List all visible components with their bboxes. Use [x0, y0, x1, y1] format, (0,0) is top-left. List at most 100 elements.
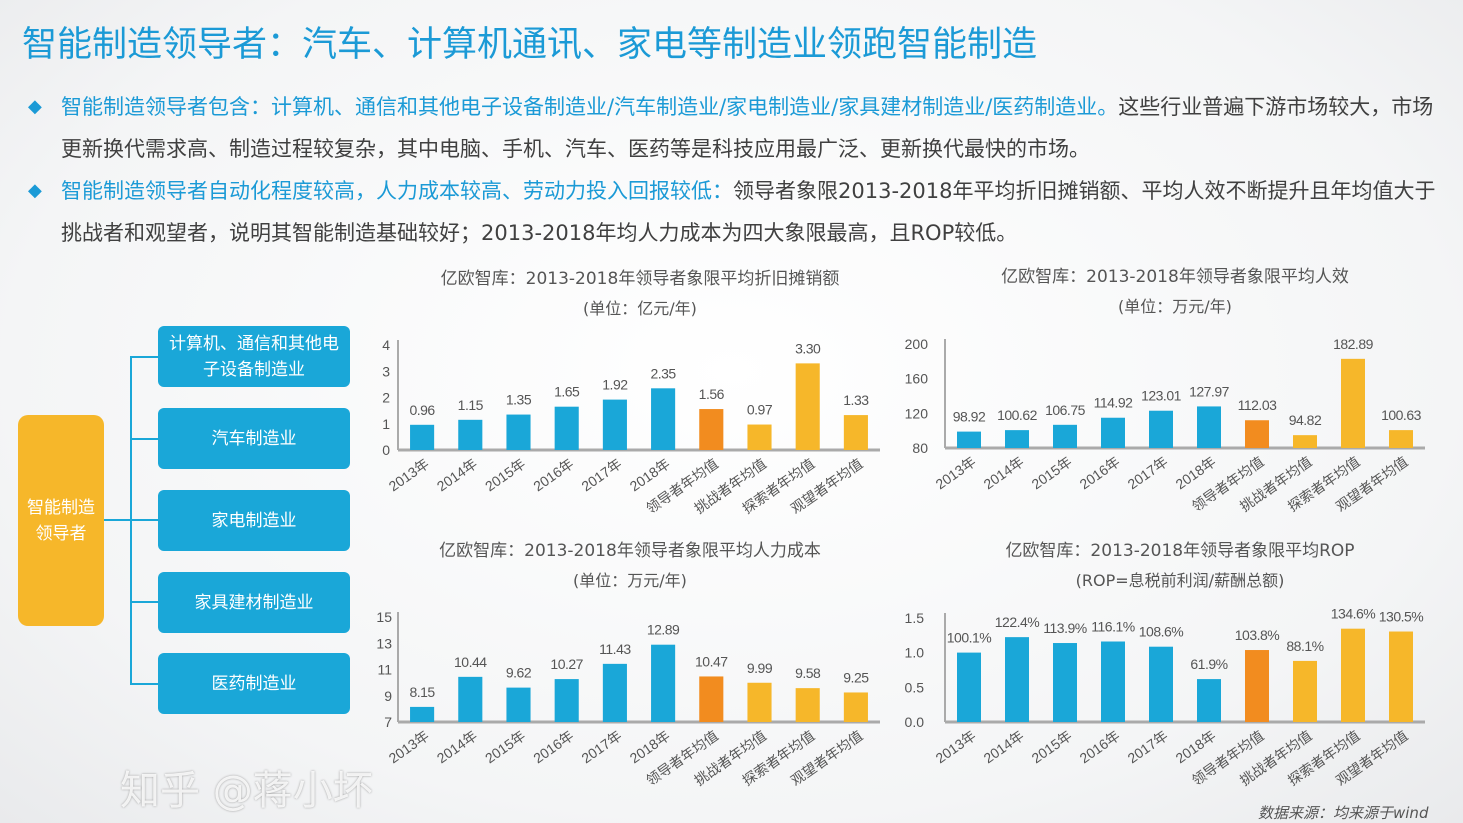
bar	[747, 682, 772, 722]
x-tick-label: 2017年	[1125, 727, 1171, 766]
bar	[410, 424, 435, 450]
chart-subtitle: (单位：万元/年)	[1118, 297, 1232, 316]
bar	[1293, 435, 1317, 448]
bar	[1053, 643, 1077, 722]
x-tick-label: 2017年	[1125, 453, 1171, 492]
chart-subtitle: (单位：亿元/年)	[583, 299, 697, 318]
data-label: 114.92	[1094, 395, 1133, 411]
y-tick-label: 200	[905, 336, 929, 352]
y-tick-label: 1.5	[905, 610, 925, 626]
data-label: 1.65	[554, 384, 580, 400]
data-label: 100.1%	[947, 630, 992, 646]
chart-title: 亿欧智库：2013-2018年领导者象限平均人力成本	[439, 541, 821, 561]
y-tick-label: 0.0	[905, 714, 925, 730]
data-label: 108.6%	[1139, 624, 1184, 640]
data-label: 122.4%	[995, 614, 1040, 630]
data-label: 9.99	[747, 660, 773, 676]
x-tick-label: 2014年	[981, 453, 1027, 492]
tree-node-label: 家电制造业	[211, 510, 297, 531]
tree-root: 智能制造领导者	[18, 415, 104, 626]
y-tick-label: 160	[905, 371, 929, 387]
data-label: 88.1%	[1286, 638, 1323, 654]
data-source: 数据来源：均来源于wind	[1258, 804, 1429, 822]
data-label: 3.30	[795, 340, 821, 356]
y-tick-label: 1.0	[905, 645, 925, 661]
chart-efficiency: 80 120 160 200 98.92 2013年 100.62 2014年 106.75 20…	[905, 336, 1425, 515]
bullet-highlight: 智能制造领导者自动化程度较高，人力成本较高、劳动力投入回报较低：	[61, 179, 733, 203]
bar	[843, 692, 868, 722]
connector	[104, 519, 131, 521]
data-label: 10.27	[550, 656, 583, 672]
data-label: 1.56	[699, 386, 725, 402]
x-tick-label: 2015年	[482, 455, 528, 494]
bar	[506, 687, 531, 722]
bar	[506, 414, 531, 450]
bar	[554, 406, 579, 450]
bar	[795, 688, 820, 722]
x-tick-label: 2016年	[1077, 727, 1123, 766]
chart-title: 亿欧智库：2013-2018年领导者象限平均ROP	[1005, 541, 1355, 561]
y-tick-label: 2	[382, 390, 390, 406]
data-label: 100.62	[997, 407, 1038, 423]
bar	[747, 424, 772, 450]
connector	[130, 356, 158, 358]
data-label: 94.82	[1289, 412, 1322, 428]
data-label: 0.97	[747, 402, 773, 418]
chart-rop: 0.0 0.5 1.0 1.5 100.1% 2013年 122.4% 2014年 113.9%…	[905, 606, 1425, 789]
y-tick-label: 1	[382, 416, 390, 432]
bar	[699, 409, 724, 450]
bar	[651, 388, 676, 450]
x-tick-label: 2015年	[1029, 453, 1075, 492]
bar	[1053, 424, 1077, 448]
bar	[1149, 410, 1173, 448]
tree-root-label: 智能制造领导者	[27, 497, 95, 544]
bullet-highlight: 智能制造领导者包含：计算机、通信和其他电子设备制造业/汽车制造业/家电制造业/家…	[61, 95, 1119, 119]
bar	[795, 363, 820, 450]
data-label: 12.89	[647, 622, 680, 638]
bar	[1197, 679, 1221, 722]
bullet-1: ◆ 智能制造领导者包含：计算机、通信和其他电子设备制造业/汽车制造业/家电制造业…	[28, 86, 1448, 170]
data-label: 0.96	[409, 402, 435, 418]
y-tick-label: 120	[905, 405, 929, 421]
x-tick-label: 2016年	[530, 455, 576, 494]
y-tick-label: 0.5	[905, 679, 925, 695]
bar	[843, 415, 868, 450]
x-tick-label: 2014年	[434, 455, 480, 494]
connector	[130, 438, 158, 440]
tree-node-label: 计算机、通信和其他电子设备制造业	[169, 333, 339, 380]
bar	[651, 644, 676, 722]
chart-labor-cost: 7 9 11 13 15 8.15 2013年 10.44 2014年 9.62 2015年 10.2…	[376, 609, 880, 789]
x-tick-label: 2017年	[578, 455, 624, 494]
diamond-bullet-icon: ◆	[28, 96, 42, 117]
connector	[130, 601, 158, 603]
bullet-text: 领导者象限2013-2018年平均折旧摊销额、平均人效不断提升且年均值大于挑战者…	[61, 179, 1436, 245]
data-label: 182.89	[1333, 336, 1374, 352]
x-tick-label: 2013年	[386, 727, 432, 766]
y-tick-label: 4	[382, 337, 390, 353]
bar	[699, 676, 724, 722]
tree-node: 计算机、通信和其他电子设备制造业	[158, 326, 350, 387]
data-label: 1.15	[458, 397, 484, 413]
bullet-2: ◆ 智能制造领导者自动化程度较高，人力成本较高、劳动力投入回报较低：领导者象限2…	[28, 170, 1448, 254]
connector	[130, 519, 158, 521]
y-tick-label: 3	[382, 363, 390, 379]
data-label: 127.97	[1189, 383, 1230, 399]
bar	[1149, 646, 1173, 722]
bar	[1245, 420, 1269, 448]
bar	[410, 706, 435, 722]
y-tick-label: 11	[377, 662, 392, 678]
data-label: 9.62	[506, 665, 532, 681]
bar	[1005, 430, 1029, 448]
bar	[1293, 660, 1317, 722]
tree-node: 家具建材制造业	[158, 572, 350, 633]
x-tick-label: 2013年	[386, 455, 432, 494]
data-label: 116.1%	[1091, 619, 1134, 635]
x-tick-label: 2016年	[1077, 453, 1123, 492]
bar	[458, 419, 483, 450]
x-tick-label: 2013年	[933, 453, 979, 492]
chart-title: 亿欧智库：2013-2018年领导者象限平均人效	[1001, 267, 1349, 287]
chart-subtitle: (ROP=息税前利润/薪酬总额)	[1075, 571, 1285, 590]
tree-node: 汽车制造业	[158, 408, 350, 469]
data-label: 123.01	[1141, 388, 1182, 404]
data-label: 113.9%	[1043, 620, 1086, 636]
